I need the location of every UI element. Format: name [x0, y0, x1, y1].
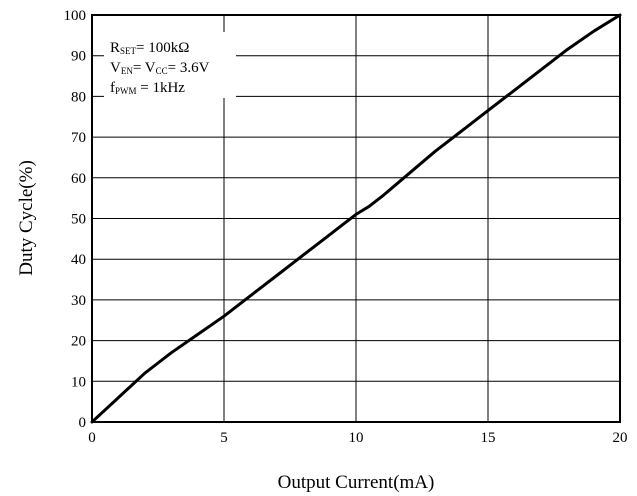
y-tick-8: 80 — [71, 89, 86, 105]
x-tick-3: 15 — [481, 430, 496, 446]
y-tick-4: 40 — [71, 252, 86, 268]
y-tick-3: 30 — [71, 293, 86, 309]
y-tick-label: 10 — [71, 374, 86, 390]
annotation-background — [104, 32, 236, 98]
y-tick-10: 100 — [64, 8, 87, 24]
annotation-fpwm: fPWM = 1kHz — [110, 80, 185, 96]
x-tick-4: 20 — [613, 430, 628, 446]
x-tick-label: 15 — [481, 430, 496, 446]
annotation-rset: RSET= 100kΩ — [110, 40, 189, 56]
y-tick-2: 20 — [71, 334, 86, 350]
series-line-group — [90, 13, 622, 424]
x-axis-title: Output Current(mA) — [278, 472, 435, 493]
y-tick-1: 10 — [71, 374, 86, 390]
y-axis-title: Duty Cycle(%) — [16, 160, 37, 276]
y-tick-9: 90 — [71, 49, 86, 65]
x-tick-label: 20 — [613, 430, 628, 446]
axis-ticks: 0 5 10 15 20 0 10 20 30 40 50 60 70 80 90 100 — [64, 8, 628, 446]
y-tick-label: 0 — [79, 415, 87, 431]
y-tick-6: 60 — [71, 171, 86, 187]
x-tick-label: 0 — [88, 430, 96, 446]
x-tick-2: 10 — [349, 430, 364, 446]
y-tick-5: 50 — [71, 212, 86, 228]
y-tick-label: 20 — [71, 334, 86, 350]
y-tick-label: 100 — [64, 8, 87, 24]
x-tick-label: 10 — [349, 430, 364, 446]
plot-frame — [91, 14, 621, 423]
x-tick-0: 0 — [88, 430, 96, 446]
y-tick-label: 70 — [71, 130, 86, 146]
x-tick-1: 5 — [220, 430, 228, 446]
y-tick-label: 30 — [71, 293, 86, 309]
annotation-box: RSET= 100kΩ VEN= VCC= 3.6V fPWM = 1kHz — [104, 32, 236, 98]
y-tick-0: 0 — [79, 415, 87, 431]
y-tick-label: 50 — [71, 212, 86, 228]
y-tick-label: 40 — [71, 252, 86, 268]
series-line-0 — [90, 13, 622, 424]
annotation-ven: VEN= VCC= 3.6V — [110, 60, 210, 76]
y-tick-label: 60 — [71, 171, 86, 187]
y-tick-label: 90 — [71, 49, 86, 65]
x-tick-label: 5 — [220, 430, 228, 446]
y-tick-label: 80 — [71, 89, 86, 105]
y-tick-7: 70 — [71, 130, 86, 146]
